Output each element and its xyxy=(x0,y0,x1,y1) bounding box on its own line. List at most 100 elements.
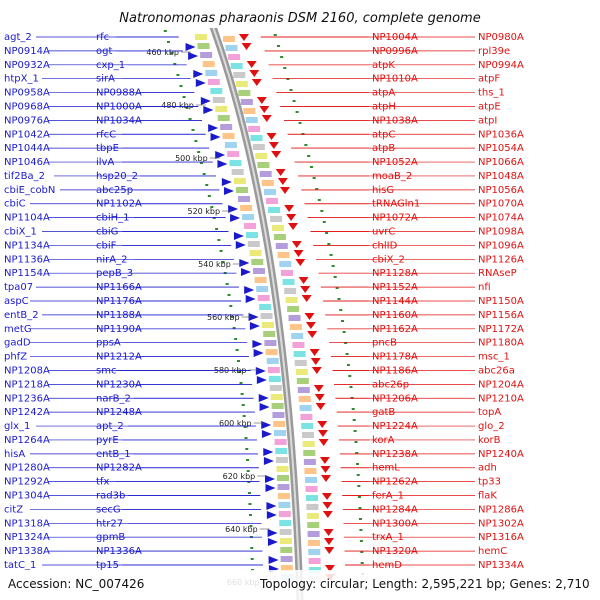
function-box xyxy=(275,448,288,454)
function-box xyxy=(228,54,241,60)
gene-label: NP1190A xyxy=(96,324,142,335)
function-box xyxy=(270,394,283,400)
backbone xyxy=(199,0,304,600)
gene-label: agt_2 xyxy=(4,32,32,43)
tick-dash xyxy=(351,408,355,410)
reverse-gene-arrow xyxy=(317,430,328,437)
forward-gene-arrow xyxy=(266,502,277,510)
tick-dash xyxy=(337,298,341,300)
gene-label: hemC xyxy=(478,546,507,557)
reverse-gene-arrow xyxy=(301,295,312,302)
forward-gene-arrow xyxy=(235,241,246,249)
tick-dash xyxy=(229,305,233,307)
function-box xyxy=(215,106,228,112)
gene-label: NP1104A xyxy=(4,213,50,224)
gene-label: tfx xyxy=(96,477,109,488)
tick-dash xyxy=(188,118,192,120)
gene-label: tif2Ba_2 xyxy=(4,171,45,182)
gene-label: NP1230A xyxy=(96,379,142,390)
forward-gene-arrow xyxy=(268,556,279,564)
gene-label: NP1304A xyxy=(4,491,50,502)
tick-dash xyxy=(276,45,280,47)
tick-dash xyxy=(322,221,326,223)
function-box xyxy=(244,223,257,229)
function-box xyxy=(217,115,230,121)
function-box xyxy=(260,313,273,319)
gene-label: NP1128A xyxy=(372,268,418,279)
tick-dash xyxy=(327,243,331,245)
function-box xyxy=(248,126,261,132)
function-box xyxy=(251,259,264,265)
function-box xyxy=(299,405,312,411)
left-gene-labels: agt_2 rfc NP0914A ogt NP0932A cxp_1 htpX_1 sirA… xyxy=(4,32,263,571)
function-box xyxy=(233,72,246,78)
function-box xyxy=(275,457,288,463)
function-box xyxy=(279,529,292,535)
forward-gene-arrow xyxy=(255,367,266,375)
gene-label: NP0996A xyxy=(372,46,418,57)
function-box xyxy=(295,369,308,375)
function-box xyxy=(235,187,248,193)
reverse-gene-arrow xyxy=(238,34,249,41)
function-box xyxy=(280,565,293,571)
function-box xyxy=(308,549,321,555)
forward-gene-arrow xyxy=(256,376,267,384)
function-box xyxy=(222,36,235,42)
forward-gene-arrow xyxy=(221,178,232,186)
tick-dash xyxy=(185,107,189,109)
function-box xyxy=(261,322,274,328)
gene-label: NP1336A xyxy=(96,546,142,557)
forward-gene-arrow xyxy=(217,160,228,168)
gene-label: NP1034A xyxy=(96,115,142,126)
gene-label: NP1152A xyxy=(372,282,418,293)
gene-label: NP1096A xyxy=(478,240,524,251)
reverse-gene-arrow xyxy=(266,133,277,140)
gene-label: NP1176A xyxy=(96,296,142,307)
tick-dash xyxy=(163,30,167,32)
tick-dash xyxy=(345,353,349,355)
reverse-gene-arrow xyxy=(317,421,328,428)
tick-dash xyxy=(329,254,333,256)
forward-gene-arrow xyxy=(249,322,260,330)
function-box xyxy=(277,493,290,499)
function-box xyxy=(293,351,306,357)
reverse-gene-arrow xyxy=(261,115,272,122)
gene-label: sirA xyxy=(96,74,115,85)
kbp-label: 620 kbp xyxy=(223,472,256,481)
tick-dash xyxy=(166,41,170,43)
reverse-gene-arrow xyxy=(315,403,326,410)
forward-gene-arrow xyxy=(265,484,276,492)
function-box xyxy=(303,450,316,456)
gene-label: msc_1 xyxy=(478,352,510,363)
tick-dash xyxy=(238,371,242,373)
reverse-gene-arrow xyxy=(259,106,270,113)
gene-label: topA xyxy=(478,407,501,418)
tick-dash xyxy=(250,558,254,560)
gene-label: tatC_1 xyxy=(4,560,36,571)
gene-label: hemL xyxy=(372,463,400,474)
tick-dash xyxy=(356,463,360,465)
gene-label: NP1242A xyxy=(4,407,50,418)
gene-label: NP1218A xyxy=(4,379,50,390)
gene-label: hisA xyxy=(4,449,25,460)
function-box xyxy=(308,558,321,564)
function-box xyxy=(294,360,307,366)
gene-label: cbiF xyxy=(96,240,117,251)
reverse-gene-arrow xyxy=(324,547,335,554)
tick-dash xyxy=(179,85,183,87)
tick-dash xyxy=(346,364,350,366)
gene-label: NP1240A xyxy=(478,449,524,460)
function-box xyxy=(240,205,253,211)
reverse-gene-arrow xyxy=(277,178,288,185)
tick-dash xyxy=(247,481,251,483)
gene-label: NP1188A xyxy=(96,310,142,321)
tick-dash xyxy=(273,34,277,36)
forward-gene-arrow xyxy=(230,214,241,222)
tick-dash xyxy=(358,518,362,520)
reverse-gene-arrow xyxy=(323,529,334,536)
function-box xyxy=(263,189,276,195)
reverse-gene-arrow xyxy=(256,97,267,104)
gene-label: abc26a xyxy=(478,365,515,376)
tick-dash xyxy=(309,166,313,168)
function-box xyxy=(268,376,281,382)
